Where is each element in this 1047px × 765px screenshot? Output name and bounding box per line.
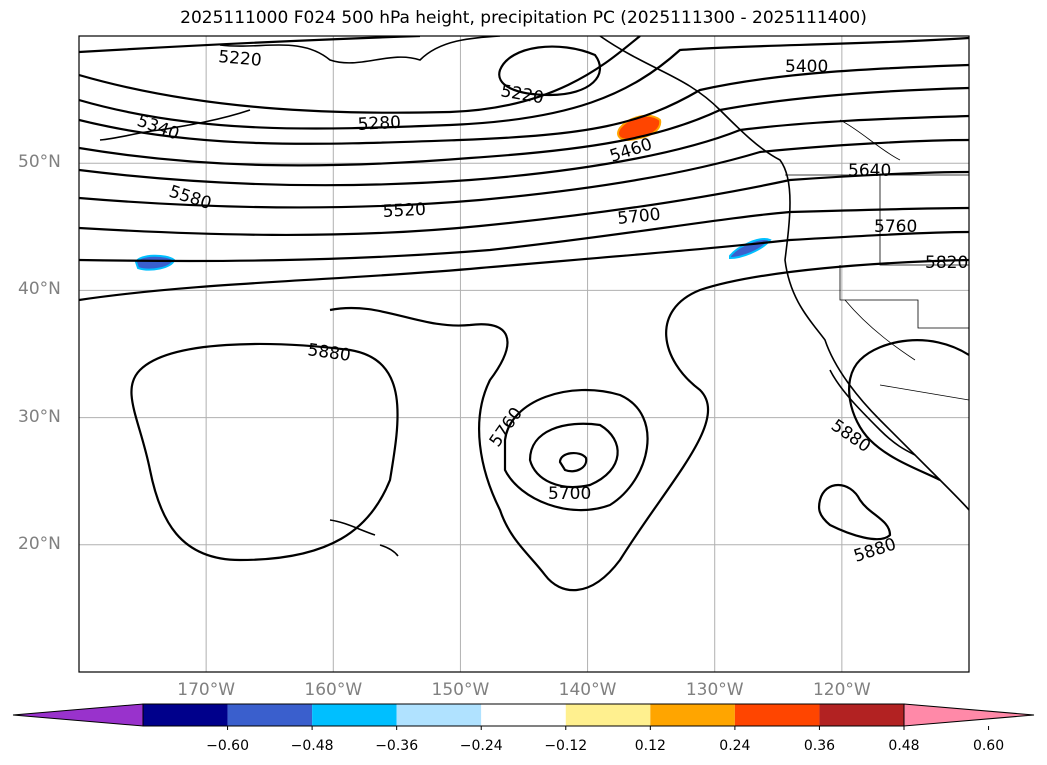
contour-label: 5520 [382, 200, 426, 222]
colorbar-tick-label: −0.48 [290, 738, 334, 754]
colorbar-segment [650, 704, 735, 726]
lat-label: 30°N [18, 406, 61, 427]
contour-label: 5280 [357, 113, 401, 135]
contour-label: 5880 [306, 340, 352, 366]
contour-label: 5820 [925, 253, 968, 273]
contour-label: 5700 [616, 205, 661, 229]
colorbar-tick-label: −0.12 [544, 738, 588, 754]
lat-label: 20°N [18, 533, 61, 554]
lat-label: 40°N [18, 279, 61, 300]
political-borders [785, 119, 969, 401]
colorbar-segment [565, 704, 651, 726]
lon-label: 160°W [304, 680, 363, 700]
colorbar-segment [312, 704, 397, 726]
contour-label: 5640 [848, 161, 891, 181]
colorbar-tick-label: 0.36 [803, 738, 836, 754]
lon-label: 120°W [812, 680, 871, 700]
colorbar-segment [143, 704, 228, 726]
colorbar-tick-label: −0.60 [206, 738, 249, 754]
contour-label: 5400 [785, 57, 828, 77]
lat-label: 50°N [18, 152, 61, 173]
contour-label: 5880 [851, 534, 898, 566]
contour-label: 5340 [134, 111, 181, 145]
colorbar-segment [396, 704, 482, 726]
colorbar-tick-label: −0.36 [375, 738, 419, 754]
graticule [79, 36, 969, 672]
colorbar-segment [819, 704, 904, 726]
colorbar-extend-high [903, 703, 1035, 727]
height-contours [79, 36, 969, 592]
lon-label: 130°W [685, 680, 744, 700]
contour-label: 5580 [166, 182, 213, 214]
lon-label: 170°W [177, 680, 236, 700]
map-title: 2025111000 F024 500 hPa height, precipit… [180, 8, 867, 28]
contour-label: 5700 [548, 484, 591, 504]
contour-label: 5460 [607, 134, 654, 166]
colorbar-frame [142, 703, 905, 727]
colorbar-tick-label: 0.60 [972, 738, 1005, 754]
colorbar-tick-label: 0.12 [634, 738, 666, 754]
map-frame [78, 35, 970, 673]
contour-label: 5760 [874, 217, 917, 237]
colorbar [12, 703, 1035, 730]
colorbar-extend-low [12, 703, 144, 727]
contour-labels: 5220 5220 5400 5340 5280 5460 5640 5580 … [134, 47, 968, 567]
contour-label: 5880 [827, 416, 874, 457]
colorbar-segment [481, 704, 566, 726]
colorbar-segment [734, 704, 820, 726]
precip-patch-negative [134, 254, 176, 271]
colorbar-segment [227, 704, 313, 726]
colorbar-tick-label: 0.48 [888, 738, 920, 754]
contour-label: 5220 [499, 81, 545, 108]
contour-label: 5220 [218, 47, 263, 71]
lon-label: 140°W [558, 680, 617, 700]
colorbar-tick-label: −0.24 [459, 738, 503, 754]
colorbar-tick-label: 0.24 [719, 738, 751, 754]
lon-label: 150°W [431, 680, 490, 700]
coastline [99, 36, 969, 557]
